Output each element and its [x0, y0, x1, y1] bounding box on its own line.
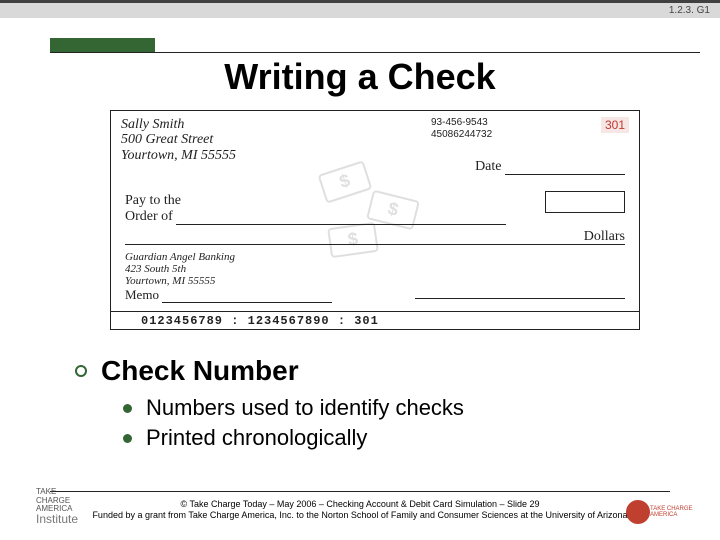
- sub-list: Numbers used to identify checks Printed …: [123, 395, 680, 451]
- list-item-text: Numbers used to identify checks: [146, 395, 464, 421]
- heading-row: Check Number: [75, 355, 680, 387]
- slide-code-bar: 1.2.3. G1: [0, 0, 720, 18]
- footer-text: © Take Charge Today – May 2006 – Checkin…: [0, 499, 720, 522]
- payto-label-2: Order of: [125, 209, 173, 224]
- bullet-icon: [123, 434, 132, 443]
- check-diagram: Sally Smith 500 Great Street Yourtown, M…: [110, 110, 640, 330]
- date-row: Date: [475, 159, 625, 175]
- slide-title: Writing a Check: [0, 56, 720, 98]
- memo-row: Memo: [125, 287, 332, 303]
- payer-city: Yourtown, MI 55555: [121, 148, 236, 163]
- bank-street: 423 South 5th: [125, 263, 235, 275]
- payer-street: 500 Great Street: [121, 132, 236, 147]
- list-item: Numbers used to identify checks: [123, 395, 680, 421]
- payer-block: Sally Smith 500 Great Street Yourtown, M…: [121, 117, 236, 163]
- footer-line-1: © Take Charge Today – May 2006 – Checkin…: [0, 499, 720, 511]
- section-heading: Check Number: [101, 355, 299, 387]
- body-section: Check Number Numbers used to identify ch…: [75, 355, 680, 451]
- amount-words-line: Dollars: [125, 229, 625, 245]
- dollars-label: Dollars: [584, 229, 625, 244]
- signature-line: [415, 298, 625, 299]
- memo-label: Memo: [125, 287, 159, 302]
- accent-bar: [50, 38, 155, 52]
- slide-code: 1.2.3. G1: [669, 5, 710, 16]
- logo-right: TAKE CHARGE AMERICA: [626, 500, 684, 524]
- footer-line-2: Funded by a grant from Take Charge Ameri…: [0, 510, 720, 522]
- date-label: Date: [475, 159, 501, 174]
- bank-city: Yourtown, MI 55555: [125, 275, 235, 287]
- memo-line: [162, 302, 332, 303]
- payer-name: Sally Smith: [121, 117, 236, 132]
- payto-label-1: Pay to the: [125, 193, 181, 208]
- globe-icon: [626, 500, 650, 524]
- footer-divider: [50, 491, 670, 492]
- date-line: [505, 174, 625, 175]
- list-item: Printed chronologically: [123, 425, 680, 451]
- bank-block: Guardian Angel Banking 423 South 5th You…: [125, 251, 235, 287]
- routing-2: 45086244732: [431, 129, 492, 141]
- list-item-text: Printed chronologically: [146, 425, 367, 451]
- hollow-bullet-icon: [75, 365, 87, 377]
- logo-right-text: TAKE CHARGE AMERICA: [650, 506, 693, 518]
- micr-line: 0123456789 : 1234567890 : 301: [111, 311, 639, 329]
- payee-line: [176, 224, 506, 225]
- routing-1: 93-456-9543: [431, 117, 492, 129]
- routing-block: 93-456-9543 45086244732: [431, 117, 492, 141]
- bullet-icon: [123, 404, 132, 413]
- bank-name: Guardian Angel Banking: [125, 251, 235, 263]
- check-number-highlight: 301: [601, 117, 629, 133]
- title-underline: [50, 52, 700, 53]
- amount-box: [545, 191, 625, 213]
